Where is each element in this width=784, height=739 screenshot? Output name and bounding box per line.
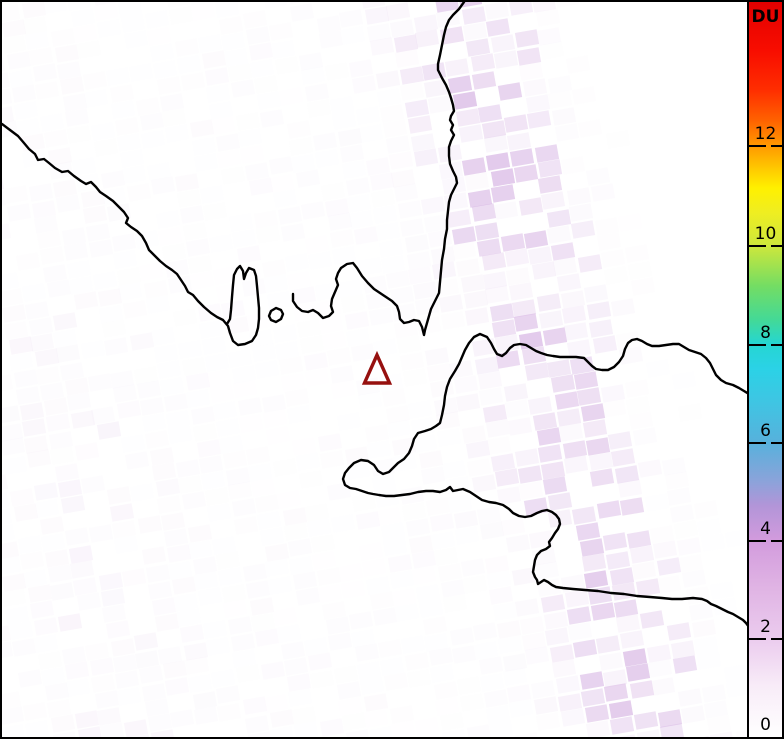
- coastline-path: [267, 306, 285, 324]
- colorbar-tick-label: 6: [760, 421, 771, 441]
- colorbar-gradient: [749, 2, 782, 737]
- colorbar-tick-label: 8: [760, 323, 771, 343]
- map-canvas: [2, 2, 747, 737]
- coastline-svg: [2, 2, 747, 627]
- colorbar-tick: [749, 540, 782, 542]
- colorbar-tick-label: 0: [760, 715, 771, 735]
- colorbar-tick: [749, 638, 782, 640]
- coastline-path: [2, 122, 261, 347]
- colorbar-tick: [749, 442, 782, 444]
- coastline-path: [341, 332, 747, 627]
- colorbar-tick: [749, 145, 782, 147]
- colorbar: 12 10 8 6 4 2 0 DU: [747, 2, 782, 737]
- colorbar-tick-label: 4: [760, 519, 771, 539]
- coastlines: [2, 2, 747, 627]
- colorbar-unit-label: DU: [751, 7, 780, 27]
- colorbar-tick-label: 2: [760, 617, 771, 637]
- coastline-path: [291, 2, 466, 337]
- volcano-triangle-marker: [361, 350, 393, 385]
- colorbar-tick: [749, 344, 782, 346]
- colorbar-tick-label: 10: [754, 224, 777, 244]
- colorbar-tick-label: 12: [754, 124, 777, 144]
- colorbar-tick: [749, 245, 782, 247]
